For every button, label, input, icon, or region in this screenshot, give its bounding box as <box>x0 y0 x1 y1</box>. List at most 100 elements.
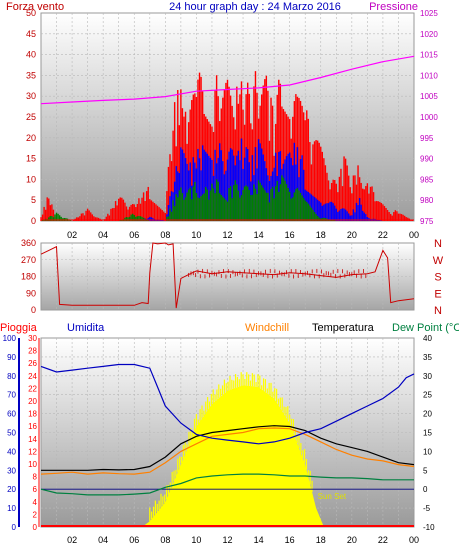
pressure-line <box>40 55 415 105</box>
pressure-tick-label: 985 <box>420 175 434 184</box>
temperature-tick-label: -5 <box>423 504 431 513</box>
rain-tick-label: 0 <box>33 523 38 532</box>
wind-direction-series <box>40 242 415 309</box>
wind-pressure-series <box>40 55 415 221</box>
legend-windchill: Windchill <box>245 322 289 334</box>
weather-series <box>40 363 415 527</box>
humidity-tick-label: 40 <box>7 447 16 456</box>
wind-tick-label: 10 <box>26 174 36 184</box>
rain-tick-label: 20 <box>28 397 37 406</box>
humidity-tick-label: 50 <box>7 429 16 438</box>
legend-dewpoint: Dew Point (°C <box>392 322 459 334</box>
rain-tick-label: 18 <box>28 410 37 419</box>
direction-tick-label: 360 <box>21 238 36 248</box>
rain-tick-label: 12 <box>28 447 37 456</box>
wind-direction-grid <box>41 243 414 310</box>
pressure-tick-label: 1025 <box>420 9 438 18</box>
rain-tick-label: 22 <box>28 384 37 393</box>
rain-tick-label: 24 <box>28 372 37 381</box>
temperature-tick-label: -10 <box>423 523 435 532</box>
humidity-axis-labels: 0 10 20 30 40 50 60 70 80 90 100 <box>3 334 20 532</box>
time-tick-label: 02 <box>67 230 77 240</box>
time-tick-label: 16 <box>285 535 295 545</box>
legend-humidity: Umidita <box>67 322 105 334</box>
rain-tick-label: 28 <box>28 347 37 356</box>
time-tick-label: 02 <box>67 535 77 545</box>
humidity-tick-label: 70 <box>7 391 16 400</box>
temperature-tick-label: 10 <box>423 447 432 456</box>
wind-tick-label: 25 <box>26 112 36 122</box>
pressure-tick-label: 995 <box>420 134 434 143</box>
temperature-tick-label: 25 <box>423 391 432 400</box>
rain-tick-label: 8 <box>33 473 38 482</box>
cardinal-label: S <box>434 272 441 284</box>
direction-degree-labels: 0 90 180 270 360 <box>21 238 36 315</box>
wind-tick-label: 0 <box>31 216 36 226</box>
time-tick-label: 08 <box>160 230 170 240</box>
windchill-line <box>40 427 415 475</box>
time-tick-label: 06 <box>129 230 139 240</box>
time-tick-label: 20 <box>347 230 357 240</box>
humidity-tick-label: 0 <box>12 523 17 532</box>
pressure-tick-label: 1010 <box>420 71 438 80</box>
rain-tick-label: 26 <box>28 359 37 368</box>
rain-tick-label: 6 <box>33 485 38 494</box>
wind-tick-label: 45 <box>26 29 36 39</box>
pressure-tick-label: 975 <box>420 217 434 226</box>
humidity-tick-label: 100 <box>3 334 17 343</box>
temperature-axis-labels: -10 -5 0 5 10 15 20 25 30 35 40 <box>423 334 435 532</box>
humidity-tick-label: 20 <box>7 485 16 494</box>
time-tick-label: 00 <box>409 230 419 240</box>
humidity-tick-label: 10 <box>7 504 16 513</box>
wind-axis-title: Forza vento <box>6 1 64 13</box>
time-tick-label: 12 <box>222 230 232 240</box>
temperature-tick-label: 35 <box>423 353 432 362</box>
rain-tick-label: 14 <box>28 435 37 444</box>
wind-tick-label: 35 <box>26 70 36 80</box>
time-tick-label: 12 <box>222 535 232 545</box>
direction-tick-label: 0 <box>31 305 36 315</box>
time-tick-label: 08 <box>160 535 170 545</box>
wind-tick-label: 15 <box>26 154 36 164</box>
cardinal-label: N <box>434 305 442 317</box>
time-tick-label: 22 <box>378 230 388 240</box>
cardinal-label: W <box>433 255 444 267</box>
weather-legend: Pioggia Umidita Windchill Temperatura Dew Po… <box>0 322 459 334</box>
dewpoint-line <box>40 473 414 496</box>
direction-line <box>40 242 415 309</box>
direction-tick-label: 270 <box>21 255 36 265</box>
temperature-tick-label: 5 <box>423 466 428 475</box>
humidity-tick-label: 80 <box>7 372 16 381</box>
time-axis-top: 02 04 06 08 10 12 14 16 18 20 22 00 <box>67 230 419 240</box>
time-tick-label: 14 <box>254 230 264 240</box>
time-tick-label: 14 <box>254 535 264 545</box>
humidity-tick-label: 30 <box>7 466 16 475</box>
temperature-tick-label: 30 <box>423 372 432 381</box>
direction-tick-label: 90 <box>26 288 36 298</box>
humidity-tick-label: 90 <box>7 353 16 362</box>
time-tick-label: 10 <box>191 230 201 240</box>
time-axis-bottom: 02 04 06 08 10 12 14 16 18 20 22 00 <box>67 535 419 545</box>
direction-tick-label: 180 <box>21 272 36 282</box>
cardinal-label: E <box>434 288 441 300</box>
time-tick-label: 00 <box>409 535 419 545</box>
rain-tick-label: 30 <box>28 334 37 343</box>
legend-rain: Pioggia <box>0 322 38 334</box>
legend-temperature: Temperatura <box>312 322 375 334</box>
time-tick-label: 22 <box>378 535 388 545</box>
pressure-tick-label: 1020 <box>420 30 438 39</box>
wind-tick-label: 50 <box>26 8 36 18</box>
time-tick-label: 16 <box>285 230 295 240</box>
temperature-line <box>41 425 415 471</box>
time-tick-label: 06 <box>129 535 139 545</box>
humidity-tick-label: 60 <box>7 410 16 419</box>
time-tick-label: 18 <box>316 230 326 240</box>
time-tick-label: 20 <box>347 535 357 545</box>
pressure-tick-label: 1015 <box>420 51 438 60</box>
wind-tick-label: 40 <box>26 50 36 60</box>
wind-axis-labels: 0 5 10 15 20 25 30 35 40 45 50 <box>26 8 36 226</box>
wind-tick-label: 30 <box>26 91 36 101</box>
